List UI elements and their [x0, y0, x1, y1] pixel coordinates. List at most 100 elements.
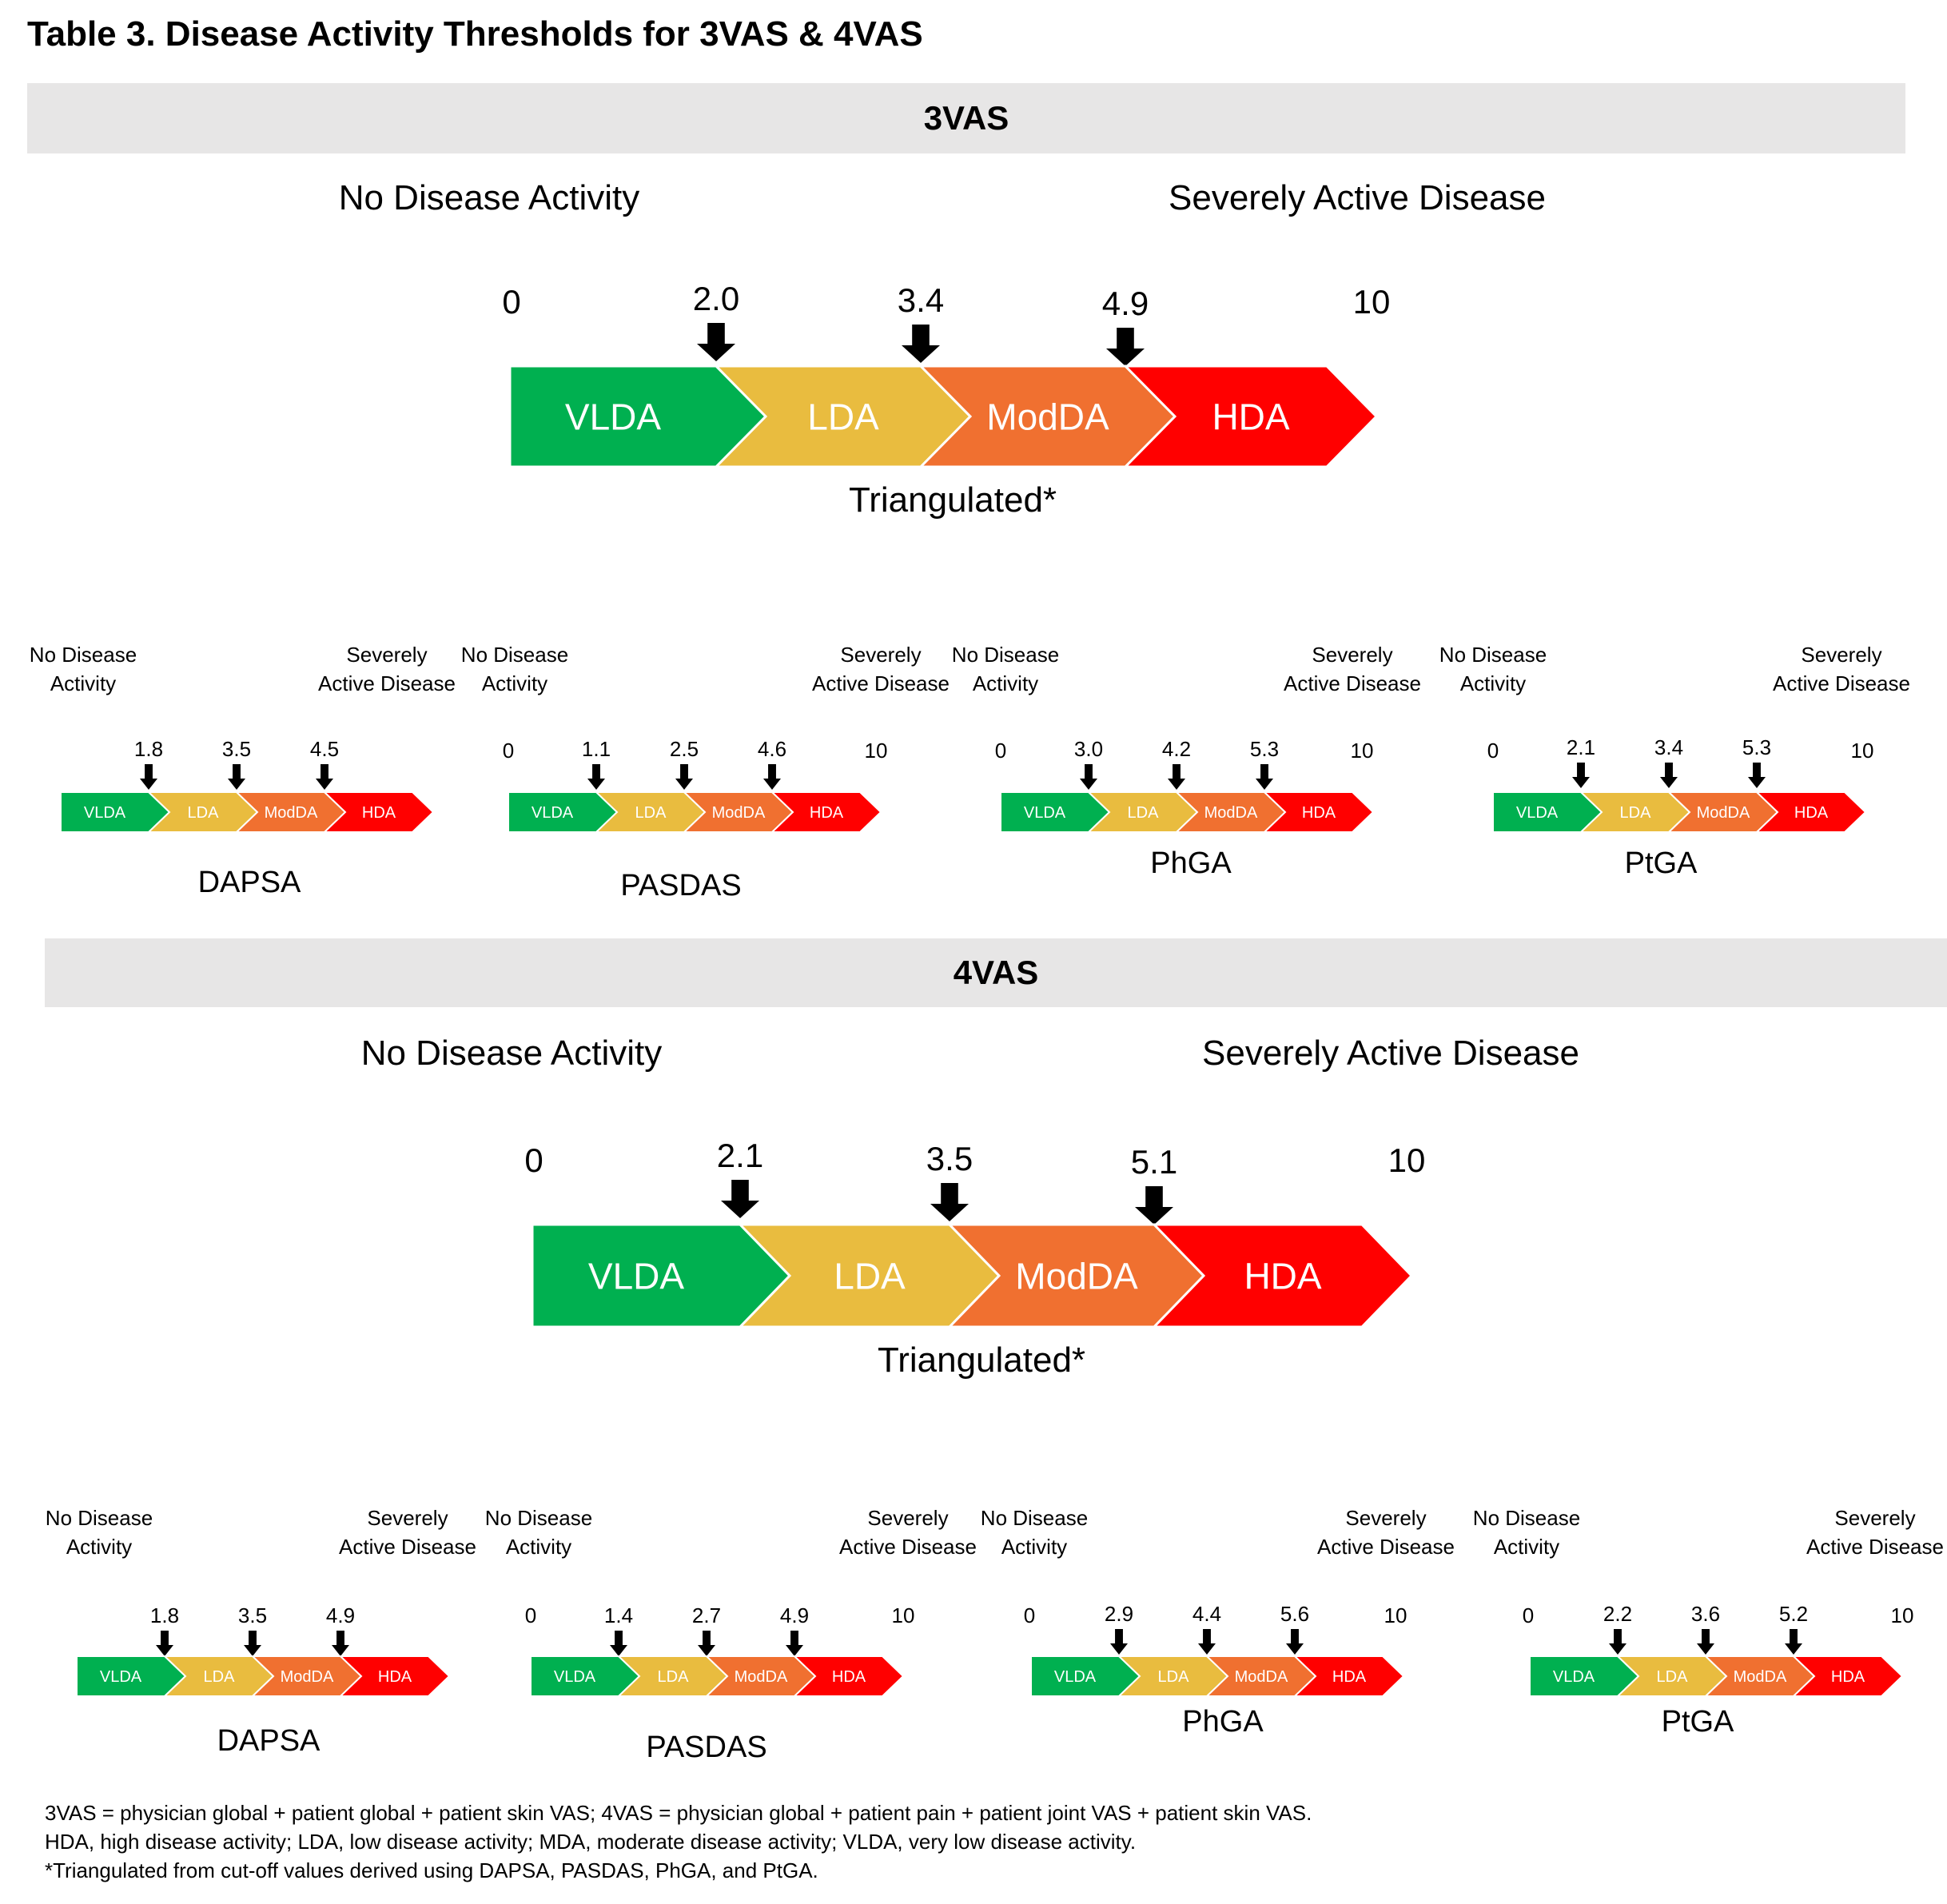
small-scale-left-label: No Disease [30, 643, 137, 667]
bar-label-hda: HDA [1332, 1668, 1367, 1686]
small-scale-right-label: Severely [840, 643, 921, 667]
bar-label-modda: ModDA [735, 1668, 788, 1686]
small-scale-min-label: 0 [1487, 739, 1499, 763]
threshold-arrow-icon [697, 323, 735, 361]
bar-label-hda: HDA [378, 1668, 412, 1686]
bar-label-lda: LDA [807, 396, 879, 438]
scale-max-label: 10 [1388, 1141, 1426, 1179]
small-threshold-value: 2.7 [692, 1603, 721, 1627]
small-scale-left-label: No Disease [952, 643, 1059, 667]
bar-label-lda: LDA [635, 804, 667, 822]
small-scale-left-label: Activity [50, 671, 116, 695]
bar-label-hda: HDA [1212, 396, 1289, 438]
bar-segment-hda [1262, 791, 1375, 833]
bar-label-hda: HDA [1794, 804, 1829, 822]
small-scale-left-label: No Disease [485, 1506, 592, 1530]
small-scale-max-label: 10 [1891, 1603, 1914, 1627]
bar-label-lda: LDA [1620, 804, 1652, 822]
small-threshold-arrow-icon [675, 764, 693, 790]
small-threshold-arrow-icon [1198, 1629, 1216, 1655]
small-scale-left-label: Activity [506, 1535, 571, 1559]
small-scale-max-label: 10 [1384, 1603, 1407, 1627]
small-scale-right-label: Active Disease [1806, 1535, 1944, 1559]
small-scale-left-label: No Disease [461, 643, 568, 667]
small-threshold-value: 5.6 [1280, 1602, 1309, 1626]
scale-right-label: Severely Active Disease [1169, 178, 1546, 217]
small-bar-name: PASDAS [620, 869, 741, 902]
triangulated-bar: VLDA LDA ModDA HDA [508, 364, 1379, 468]
bar-label-hda: HDA [1244, 1256, 1321, 1297]
bar-label-lda: LDA [1128, 804, 1160, 822]
bar-label-lda: LDA [658, 1668, 690, 1686]
small-threshold-value: 3.4 [1654, 735, 1683, 759]
small-bar-pasdas: VLDA LDA ModDA HDA [530, 1655, 905, 1697]
small-bar-name: PhGA [1150, 846, 1232, 880]
small-bar-pasdas: VLDA LDA ModDA HDA [508, 791, 882, 833]
section-header-3vas: 3VAS [27, 83, 1905, 153]
scale-max-label: 10 [1353, 283, 1391, 321]
small-scale-left-label: Activity [973, 671, 1038, 695]
small-threshold-value: 3.0 [1074, 737, 1103, 761]
small-bar-name: DAPSA [217, 1724, 321, 1758]
threshold-value: 3.5 [926, 1140, 973, 1177]
small-scale-right-label: Active Disease [339, 1535, 476, 1559]
section-header-4vas: 4VAS [45, 938, 1947, 1007]
small-scale-max-label: 10 [1851, 739, 1874, 763]
bar-label-lda: LDA [834, 1256, 906, 1297]
small-threshold-arrow-icon [587, 764, 605, 790]
threshold-arrow-icon [1106, 328, 1145, 366]
bar-label-lda: LDA [1158, 1668, 1190, 1686]
bar-label-lda: LDA [204, 1668, 236, 1686]
small-threshold-value: 2.9 [1105, 1602, 1133, 1626]
bar-label-vlda: VLDA [84, 804, 126, 822]
small-scale-min-label: 0 [525, 1603, 536, 1627]
small-threshold-arrow-icon [698, 1631, 715, 1656]
small-scale-min-label: 0 [503, 739, 514, 763]
section-heading: 4VAS [953, 954, 1039, 991]
small-threshold-value: 4.9 [326, 1603, 355, 1627]
small-threshold-value: 1.4 [604, 1603, 633, 1627]
triangulated-caption: Triangulated* [878, 1340, 1085, 1380]
bar-label-vlda: VLDA [565, 396, 661, 438]
threshold-arrow-icon [721, 1180, 759, 1218]
footnotes: 3VAS = physician global + patient global… [45, 1798, 1312, 1885]
small-scale-max-label: 10 [1351, 739, 1374, 763]
bar-segment-hda [1292, 1655, 1405, 1697]
small-scale-left-label: No Disease [46, 1506, 153, 1530]
small-threshold-value: 1.8 [150, 1603, 179, 1627]
small-scale-right-label: Active Disease [1317, 1535, 1455, 1559]
bar-label-vlda: VLDA [1024, 804, 1066, 822]
bar-label-hda: HDA [810, 804, 844, 822]
small-scale-right-label: Active Disease [812, 671, 950, 695]
bar-segment-hda [1791, 1655, 1904, 1697]
small-threshold-arrow-icon [1168, 764, 1185, 790]
bar-label-vlda: VLDA [1516, 804, 1559, 822]
bar-segment-hda [322, 791, 435, 833]
threshold-value: 2.0 [693, 280, 739, 317]
small-threshold-value: 3.5 [222, 737, 251, 761]
threshold-arrow-icon [930, 1183, 969, 1221]
small-threshold-arrow-icon [1609, 1629, 1626, 1655]
small-threshold-value: 4.2 [1162, 737, 1191, 761]
small-scale-left-label: Activity [482, 671, 547, 695]
small-scale-min-label: 0 [1024, 1603, 1035, 1627]
small-threshold-arrow-icon [1286, 1629, 1304, 1655]
small-scale-right-label: Active Disease [839, 1535, 977, 1559]
small-threshold-arrow-icon [1660, 763, 1678, 788]
small-threshold-arrow-icon [1748, 763, 1766, 788]
small-scale-right-label: Active Disease [318, 671, 456, 695]
small-threshold-arrow-icon [1110, 1629, 1128, 1655]
small-scale-right-label: Active Disease [1284, 671, 1421, 695]
small-scale-left-label: No Disease [981, 1506, 1088, 1530]
small-threshold-value: 2.2 [1603, 1602, 1632, 1626]
bar-label-hda: HDA [832, 1668, 866, 1686]
small-threshold-value: 3.5 [238, 1603, 267, 1627]
bar-label-vlda: VLDA [588, 1256, 684, 1297]
bar-label-vlda: VLDA [1054, 1668, 1097, 1686]
scale-min-label: 0 [524, 1141, 543, 1179]
small-bar-ptga: VLDA LDA ModDA HDA [1492, 791, 1867, 833]
small-scale-right-label: Severely [1801, 643, 1881, 667]
small-scale-right-label: Severely [867, 1506, 948, 1530]
threshold-value: 5.1 [1131, 1143, 1177, 1181]
bar-label-modda: ModDA [1697, 804, 1750, 822]
